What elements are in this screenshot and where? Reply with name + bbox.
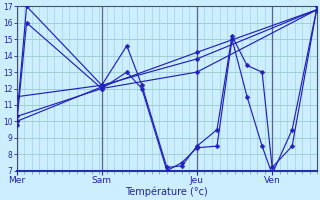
- X-axis label: Température (°c): Température (°c): [125, 187, 208, 197]
